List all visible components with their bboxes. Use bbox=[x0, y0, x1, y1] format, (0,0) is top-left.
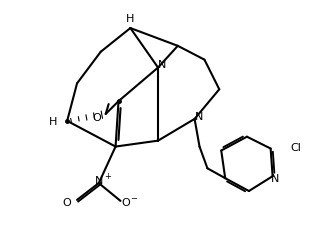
Text: O: O bbox=[63, 197, 71, 207]
Text: N: N bbox=[270, 173, 279, 183]
Text: N: N bbox=[95, 175, 103, 185]
Text: +: + bbox=[104, 171, 111, 180]
Text: H: H bbox=[49, 116, 58, 126]
Text: O: O bbox=[92, 112, 101, 122]
Text: −: − bbox=[130, 194, 137, 202]
Text: N: N bbox=[195, 111, 204, 122]
Text: Cl: Cl bbox=[290, 142, 301, 152]
Text: O: O bbox=[121, 197, 130, 207]
Text: N: N bbox=[158, 59, 166, 69]
Text: H: H bbox=[126, 14, 135, 24]
